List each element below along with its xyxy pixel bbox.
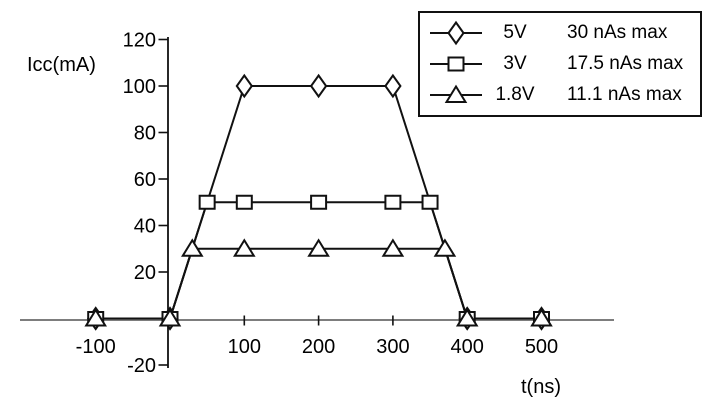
x-tick-label: -100	[76, 336, 116, 358]
legend-row-5V: 5V 30 nAs max	[420, 17, 700, 48]
triangle-marker-icon	[158, 308, 182, 327]
y-tick-label: 100	[123, 76, 156, 98]
x-tick-label: 200	[302, 336, 335, 358]
legend-series-label: 5V	[503, 21, 527, 43]
square-marker-icon	[384, 194, 402, 210]
legend-row-1.8V: 1.8V 11.1 nAs max	[420, 79, 700, 110]
x-tick-label: 500	[525, 336, 558, 358]
legend-diamond-marker-icon	[430, 20, 482, 45]
triangle-marker-icon	[444, 84, 468, 103]
x-tick-label: 100	[228, 336, 261, 358]
x-tick-label: 300	[376, 336, 409, 358]
triangle-marker-icon	[307, 238, 330, 257]
diamond-marker-icon	[447, 20, 465, 45]
triangle-marker-icon	[530, 308, 553, 327]
triangle-marker-icon	[181, 238, 204, 257]
series-line-1.8V	[95, 247, 542, 320]
square-marker-icon	[235, 194, 253, 210]
triangle-marker-icon	[381, 238, 405, 257]
square-marker-icon	[198, 194, 216, 210]
legend-triangle-marker-icon	[430, 84, 482, 103]
square-marker-icon	[421, 194, 439, 210]
legend-row-3V: 3V 17.5 nAs max	[420, 48, 700, 79]
x-axis-title: t(ns)	[521, 376, 561, 398]
legend-square-marker-icon	[430, 56, 482, 71]
triangle-marker-icon	[455, 308, 479, 327]
x-tick-label: 400	[451, 336, 484, 358]
legend: 5V 30 nAs max 3V 17.5 nAs max 1.8V 11.1 nAs m…	[418, 11, 702, 117]
triangle-marker-icon	[433, 238, 457, 257]
y-tick-label: 60	[134, 169, 156, 191]
diamond-marker-icon	[384, 73, 402, 99]
triangle-marker-icon	[84, 308, 107, 327]
legend-max-value: 30 nAs max	[567, 21, 668, 43]
legend-series-label: 3V	[503, 52, 527, 74]
series-line-3V	[95, 201, 542, 320]
legend-series-label: 1.8V	[495, 83, 535, 105]
legend-max-value: 17.5 nAs max	[567, 52, 684, 74]
y-tick-label: -20	[127, 355, 156, 377]
square-marker-icon	[447, 56, 465, 71]
triangle-marker-icon	[233, 238, 256, 257]
y-tick-label: 120	[123, 30, 156, 52]
diamond-marker-icon	[309, 73, 328, 99]
legend-max-value: 11.1 nAs max	[567, 83, 682, 105]
y-tick-label: 20	[134, 262, 156, 284]
y-tick-label: 40	[134, 216, 156, 238]
diamond-marker-icon	[235, 73, 254, 99]
y-axis-title: Icc(mA)	[27, 54, 96, 76]
square-marker-icon	[310, 194, 328, 210]
y-tick-label: 80	[134, 123, 156, 145]
